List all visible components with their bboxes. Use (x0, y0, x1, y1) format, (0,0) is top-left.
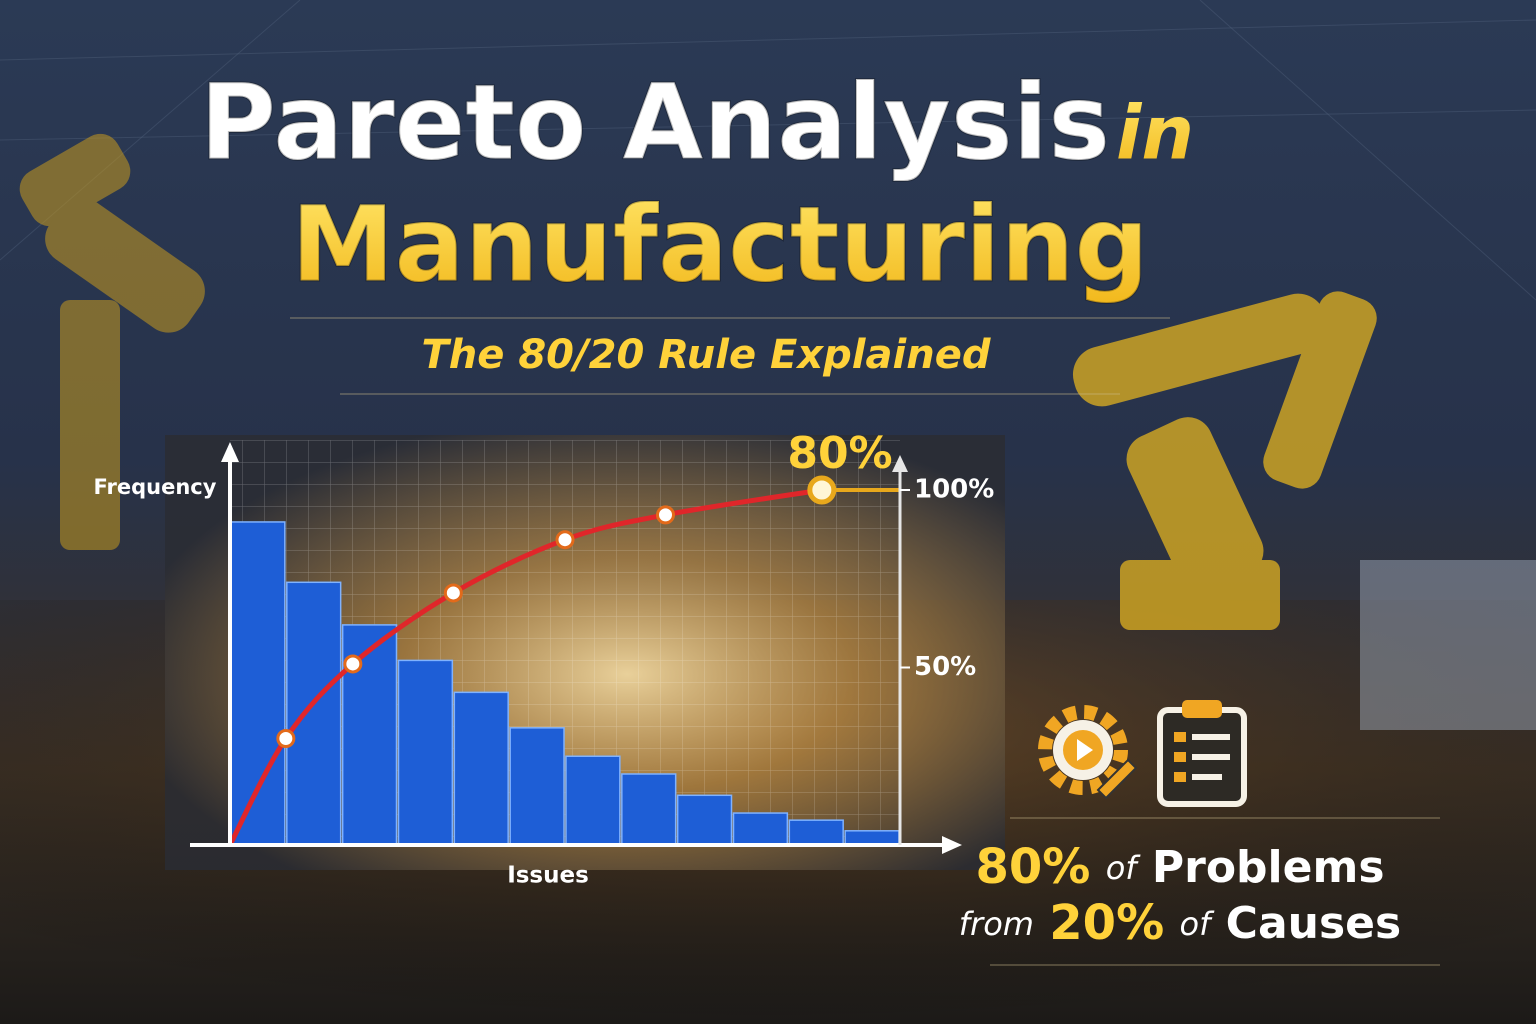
bar (844, 830, 900, 846)
line-point (443, 583, 463, 603)
line-point (807, 475, 837, 505)
annotation: 80% (787, 428, 892, 479)
grid (230, 440, 900, 845)
takeaway-highlight: 80% (975, 839, 1090, 895)
bar (621, 773, 677, 846)
takeaway-text: of (1180, 905, 1216, 943)
line-point (656, 505, 675, 525)
takeaway-text: from (959, 905, 1034, 943)
machine (1360, 560, 1536, 730)
bar (397, 659, 454, 846)
icon-clipboard (1157, 700, 1247, 807)
title: Pareto Analysis (200, 61, 1110, 183)
takeaway-highlight: 20% (1049, 895, 1164, 951)
y-axis-arrow (221, 442, 239, 462)
robot-arm-left (19, 133, 205, 550)
bar (509, 727, 565, 846)
y2-tick-label: 100% (914, 475, 994, 505)
takeaway-line: from 20% of Causes (959, 895, 1401, 951)
bar (230, 521, 286, 846)
bar (732, 812, 789, 846)
title-line2: Manufacturing (291, 183, 1149, 305)
bar (676, 794, 733, 846)
bar (788, 819, 844, 846)
icon-gear (1038, 705, 1138, 800)
subtitle: The 80/20 Rule Explained (422, 332, 991, 378)
title-suffix: in (1116, 91, 1194, 177)
y2-tick-label: 50% (914, 652, 976, 682)
y-axis-label: Frequency (94, 475, 217, 499)
robot-arm-right (1072, 291, 1377, 630)
bar (453, 691, 509, 846)
takeaway-line: 80% of Problems (975, 839, 1384, 895)
line-point (555, 530, 575, 550)
bar (565, 755, 621, 846)
x-axis-label: Issues (507, 863, 589, 889)
takeaway-text: Problems (1152, 842, 1385, 893)
chart-area: 50% 100% (165, 435, 1005, 870)
line-point (343, 654, 363, 674)
x-axis-arrow (942, 836, 962, 854)
y2-axis-arrow (892, 455, 908, 472)
line-point (276, 729, 296, 748)
takeaway-text: Causes (1226, 898, 1402, 949)
bar (286, 581, 342, 846)
takeaway-text: of (1106, 849, 1142, 887)
